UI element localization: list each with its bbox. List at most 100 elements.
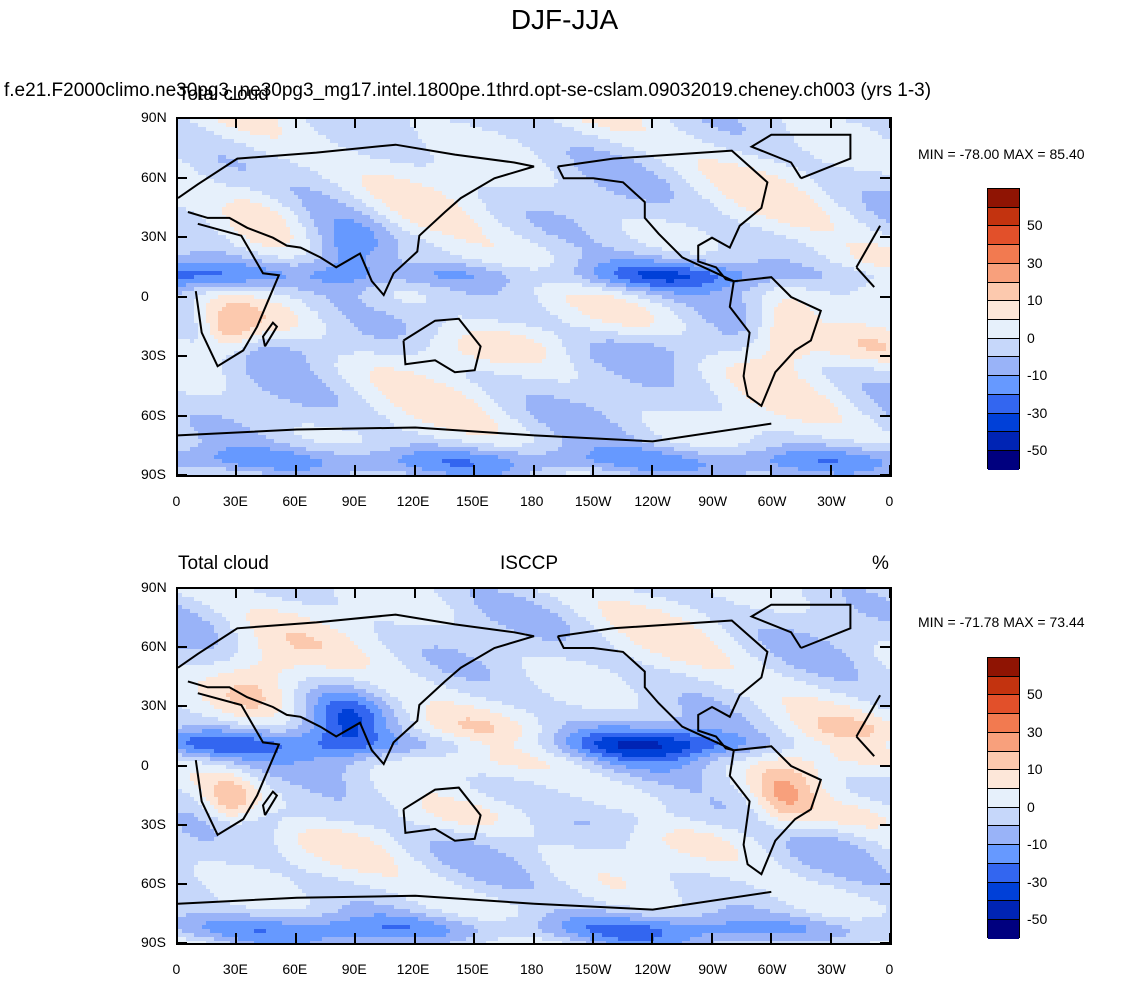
lon-tick bbox=[592, 588, 594, 598]
lon-tick bbox=[533, 118, 535, 128]
lon-tick-label: 120W bbox=[634, 493, 671, 509]
lon-tick bbox=[414, 465, 416, 475]
lon-tick bbox=[651, 465, 653, 475]
lon-tick-label: 150W bbox=[575, 961, 612, 977]
lon-tick bbox=[354, 588, 356, 598]
colorbar-label: 30 bbox=[1027, 255, 1043, 271]
colorbar-swatch bbox=[988, 301, 1019, 320]
lon-tick bbox=[592, 118, 594, 128]
colorbar-swatch bbox=[988, 770, 1019, 789]
lon-tick bbox=[235, 588, 237, 598]
lon-tick bbox=[295, 118, 297, 128]
lon-tick bbox=[235, 465, 237, 475]
lon-tick bbox=[592, 465, 594, 475]
colorbar-label: -50 bbox=[1027, 911, 1047, 927]
lat-tick bbox=[880, 765, 890, 767]
colorbar-label: -30 bbox=[1027, 874, 1047, 890]
lat-tick-label: 60N bbox=[141, 169, 167, 185]
lon-tick bbox=[533, 933, 535, 943]
lat-tick-label: 60S bbox=[141, 407, 166, 423]
lat-tick bbox=[177, 177, 187, 179]
lat-tick-label: 90S bbox=[141, 934, 166, 950]
lon-tick bbox=[889, 933, 891, 943]
lat-tick bbox=[177, 705, 187, 707]
colorbar-swatch bbox=[988, 283, 1019, 302]
lon-tick-label: 30E bbox=[223, 493, 248, 509]
lat-tick bbox=[177, 117, 187, 119]
lon-tick bbox=[770, 465, 772, 475]
lon-tick bbox=[770, 118, 772, 128]
lon-tick-label: 30E bbox=[223, 961, 248, 977]
lon-tick bbox=[235, 118, 237, 128]
panel2-colorbar bbox=[987, 657, 1020, 938]
lon-tick bbox=[889, 588, 891, 598]
run-title: f.e21.F2000climo.ne30pg3_ne30pg3_mg17.in… bbox=[4, 80, 931, 102]
lat-tick bbox=[880, 824, 890, 826]
lon-tick-label: 60W bbox=[758, 493, 787, 509]
lon-tick-label: 60E bbox=[282, 961, 307, 977]
lon-tick-label: 0 bbox=[173, 961, 181, 977]
lat-tick bbox=[880, 236, 890, 238]
lon-tick bbox=[711, 588, 713, 598]
lon-tick bbox=[473, 465, 475, 475]
lon-tick bbox=[176, 933, 178, 943]
lon-tick bbox=[295, 933, 297, 943]
colorbar-swatch bbox=[988, 826, 1019, 845]
lon-tick bbox=[295, 588, 297, 598]
lon-tick-label: 120W bbox=[634, 961, 671, 977]
lat-tick bbox=[177, 765, 187, 767]
lon-tick bbox=[414, 933, 416, 943]
lon-tick bbox=[770, 588, 772, 598]
colorbar-label: -50 bbox=[1027, 442, 1047, 458]
lon-tick bbox=[414, 588, 416, 598]
panel2-right-label: % bbox=[872, 553, 889, 575]
colorbar-label: 0 bbox=[1027, 799, 1035, 815]
lon-tick bbox=[354, 118, 356, 128]
lat-tick bbox=[177, 474, 187, 476]
lon-tick-label: 180 bbox=[520, 961, 543, 977]
colorbar-swatch bbox=[988, 189, 1019, 208]
lon-tick bbox=[414, 118, 416, 128]
colorbar-swatch bbox=[988, 414, 1019, 433]
lon-tick-label: 0 bbox=[173, 493, 181, 509]
lon-tick bbox=[830, 465, 832, 475]
lon-tick-label: 0 bbox=[886, 961, 894, 977]
colorbar-label: -10 bbox=[1027, 367, 1047, 383]
lon-tick bbox=[473, 933, 475, 943]
lon-tick bbox=[533, 588, 535, 598]
colorbar-swatch bbox=[988, 376, 1019, 395]
colorbar-label: 30 bbox=[1027, 724, 1043, 740]
lat-tick-label: 30S bbox=[141, 347, 166, 363]
lon-tick bbox=[711, 118, 713, 128]
colorbar-swatch bbox=[988, 883, 1019, 902]
lon-tick bbox=[176, 588, 178, 598]
colorbar-swatch bbox=[988, 264, 1019, 283]
lat-tick bbox=[177, 587, 187, 589]
lon-tick bbox=[651, 933, 653, 943]
lat-tick bbox=[177, 824, 187, 826]
lat-tick bbox=[177, 236, 187, 238]
colorbar-swatch bbox=[988, 320, 1019, 339]
colorbar-swatch bbox=[988, 920, 1019, 939]
lon-tick bbox=[473, 118, 475, 128]
lat-tick-label: 60S bbox=[141, 875, 166, 891]
lon-tick bbox=[295, 465, 297, 475]
lon-tick bbox=[176, 465, 178, 475]
lon-tick-label: 180 bbox=[520, 493, 543, 509]
lon-tick bbox=[711, 465, 713, 475]
colorbar-swatch bbox=[988, 901, 1019, 920]
colorbar-swatch bbox=[988, 226, 1019, 245]
lon-tick bbox=[830, 588, 832, 598]
lon-tick bbox=[354, 465, 356, 475]
colorbar-label: 10 bbox=[1027, 292, 1043, 308]
lat-tick bbox=[880, 883, 890, 885]
colorbar-swatch bbox=[988, 789, 1019, 808]
lon-tick bbox=[592, 933, 594, 943]
lat-tick bbox=[880, 177, 890, 179]
lon-tick bbox=[354, 933, 356, 943]
colorbar-swatch bbox=[988, 677, 1019, 696]
colorbar-swatch bbox=[988, 714, 1019, 733]
lat-tick-label: 0 bbox=[141, 757, 149, 773]
colorbar-swatch bbox=[988, 339, 1019, 358]
colorbar-swatch bbox=[988, 864, 1019, 883]
